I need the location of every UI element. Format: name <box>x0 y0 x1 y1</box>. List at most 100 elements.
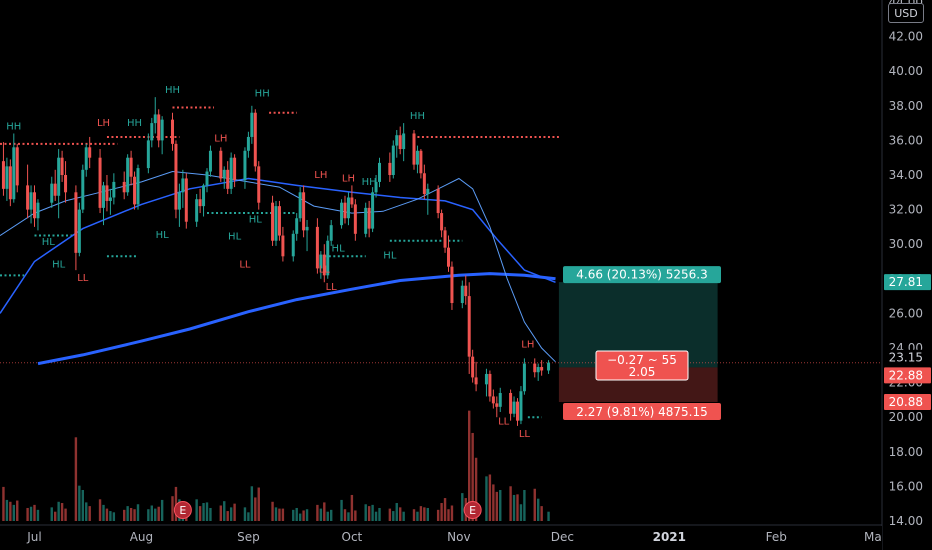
candle[interactable] <box>402 123 406 162</box>
candle[interactable] <box>33 185 36 227</box>
candle[interactable] <box>464 275 468 305</box>
candle[interactable] <box>129 150 133 186</box>
position-labels[interactable]: 23.15 22.88 27.81 20.88 4.66 (20.13%) 5256.3… <box>563 266 931 420</box>
stop-label[interactable]: 2.27 (9.81%) 4875.15 <box>563 402 721 420</box>
candle[interactable] <box>146 133 150 174</box>
candles[interactable] <box>1 97 551 426</box>
entry-price-tag[interactable]: 22.88 <box>884 367 931 384</box>
earnings-marker[interactable]: E <box>173 501 192 519</box>
candle[interactable] <box>488 370 492 402</box>
candle[interactable] <box>374 175 378 198</box>
candle[interactable] <box>36 199 40 231</box>
candle[interactable] <box>495 396 499 418</box>
candle[interactable] <box>536 363 540 381</box>
candle[interactable] <box>447 235 450 272</box>
candle[interactable] <box>5 157 9 201</box>
candle[interactable] <box>322 244 326 283</box>
candle[interactable] <box>295 213 299 241</box>
candle[interactable] <box>388 152 392 182</box>
candle[interactable] <box>329 219 333 246</box>
candle[interactable] <box>171 112 174 151</box>
candle[interactable] <box>305 219 309 252</box>
candle[interactable] <box>74 185 78 271</box>
last-price-tag[interactable]: 23.15 <box>884 349 931 366</box>
candle[interactable] <box>277 200 281 241</box>
candle[interactable] <box>443 226 447 253</box>
candle[interactable] <box>326 235 330 279</box>
candle[interactable] <box>153 97 157 134</box>
candle[interactable] <box>281 226 285 262</box>
candle[interactable] <box>133 171 137 210</box>
currency-badge[interactable]: USD <box>888 3 924 23</box>
candle[interactable] <box>253 109 257 172</box>
candle[interactable] <box>8 159 12 207</box>
candle[interactable] <box>540 360 544 376</box>
candle[interactable] <box>498 387 502 413</box>
candle[interactable] <box>84 143 88 177</box>
candle[interactable] <box>422 164 426 200</box>
candle[interactable] <box>60 150 64 182</box>
candle[interactable] <box>315 218 319 274</box>
candle[interactable] <box>12 133 16 203</box>
candle[interactable] <box>419 149 423 179</box>
candle[interactable] <box>291 230 295 262</box>
candle[interactable] <box>509 389 513 421</box>
candle[interactable] <box>346 192 350 226</box>
candle[interactable] <box>302 185 306 238</box>
position-center-label[interactable]: −0.27 ~ 552.05 <box>595 350 689 381</box>
candle[interactable] <box>184 173 188 229</box>
candle[interactable] <box>467 282 471 374</box>
earnings-marker[interactable]: E <box>463 501 482 519</box>
candle[interactable] <box>522 358 526 395</box>
target-price-tag[interactable]: 27.81 <box>884 274 931 291</box>
candle[interactable] <box>319 251 323 279</box>
candle[interactable] <box>208 145 212 177</box>
candle[interactable] <box>343 195 347 224</box>
candle[interactable] <box>367 200 371 238</box>
candle[interactable] <box>426 183 430 215</box>
candle[interactable] <box>257 161 261 210</box>
candle[interactable] <box>112 173 116 205</box>
candle[interactable] <box>474 361 478 392</box>
candle[interactable] <box>516 398 519 426</box>
candle[interactable] <box>229 152 233 195</box>
candle[interactable] <box>450 261 454 310</box>
candle[interactable] <box>491 389 495 409</box>
candle[interactable] <box>246 131 250 158</box>
candle[interactable] <box>412 130 416 170</box>
candle[interactable] <box>274 200 278 246</box>
candle[interactable] <box>519 386 523 425</box>
candle[interactable] <box>547 360 551 374</box>
candle[interactable] <box>271 195 275 246</box>
candle[interactable] <box>398 126 402 155</box>
candle[interactable] <box>484 368 488 397</box>
candle[interactable] <box>108 188 112 215</box>
candle[interactable] <box>436 185 440 219</box>
candle[interactable] <box>174 140 178 219</box>
time-axis-background[interactable] <box>0 526 882 550</box>
candle[interactable] <box>243 147 247 189</box>
candle[interactable] <box>98 149 102 214</box>
candle[interactable] <box>105 175 109 212</box>
candle[interactable] <box>378 157 381 188</box>
candle[interactable] <box>340 199 344 229</box>
candle[interactable] <box>233 154 237 188</box>
candle[interactable] <box>195 194 199 227</box>
candle[interactable] <box>222 166 226 189</box>
candle[interactable] <box>250 105 254 144</box>
candle[interactable] <box>126 154 130 196</box>
candle[interactable] <box>50 176 54 208</box>
candle[interactable] <box>1 142 5 196</box>
candle[interactable] <box>395 130 399 158</box>
candle[interactable] <box>391 140 395 179</box>
candle[interactable] <box>460 280 464 309</box>
candle[interactable] <box>353 199 357 241</box>
candle[interactable] <box>81 164 85 214</box>
candle[interactable] <box>102 181 105 226</box>
candle[interactable] <box>364 202 368 238</box>
candle[interactable] <box>150 117 154 148</box>
candle[interactable] <box>533 358 537 378</box>
candle[interactable] <box>53 169 57 201</box>
long-position-tool[interactable] <box>558 282 718 402</box>
